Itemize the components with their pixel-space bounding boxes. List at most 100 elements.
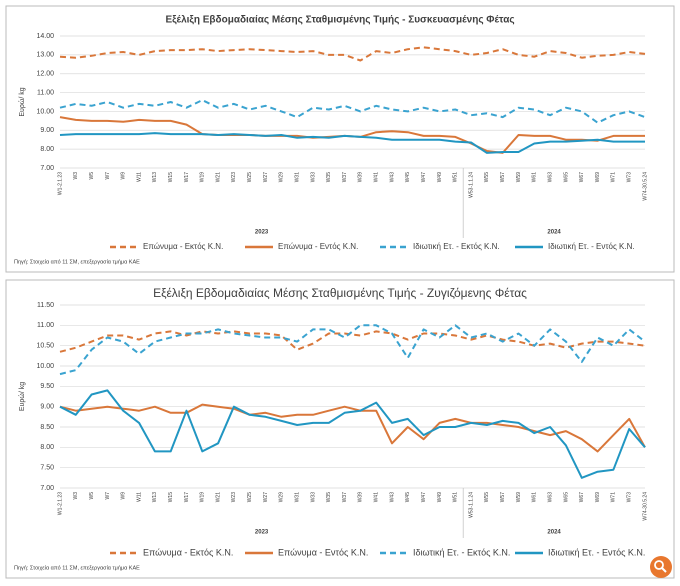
x-tick-label: W65 (563, 492, 569, 503)
x-tick-label: W29 (279, 172, 285, 183)
legend-label: Επώνυμα - Εκτός Κ.Ν. (143, 547, 233, 557)
x-tick-label: W23 (231, 172, 237, 183)
x-tick-label: W61 (532, 492, 538, 503)
x-tick-label: W53-1.1.24 (468, 172, 474, 198)
series-line (59, 132, 645, 154)
x-tick-label: W33 (310, 172, 316, 183)
x-tick-label: W33 (310, 492, 316, 503)
x-tick-label: W71 (611, 492, 617, 503)
legend-label: Επώνυμα - Εκτός Κ.Ν. (143, 242, 223, 251)
x-tick-label: W9 (121, 492, 127, 500)
y-tick-label: 9.00 (40, 404, 54, 411)
legend-label: Ιδιωτική Ετ. - Εντός Κ.Ν. (548, 547, 645, 557)
x-tick-label: W59 (516, 172, 522, 183)
y-tick-label: 10.50 (36, 343, 54, 350)
x-tick-label: W45 (405, 492, 411, 503)
x-tick-label: W15 (168, 492, 174, 503)
x-tick-label: W5 (89, 492, 95, 500)
x-tick-label: W21 (215, 172, 221, 183)
x-tick-label: W41 (374, 492, 380, 503)
x-tick-label: W73 (627, 492, 633, 503)
y-tick-label: 11.50 (37, 302, 54, 309)
x-tick-label: W59 (516, 492, 522, 503)
x-tick-label: W23 (231, 492, 237, 503)
x-tick-label: W69 (595, 492, 601, 503)
zoom-button[interactable] (650, 556, 672, 578)
x-tick-label: W13 (152, 492, 158, 503)
x-tick-label: W57 (500, 492, 506, 503)
y-tick-label: 7.00 (40, 165, 54, 172)
x-tick-label: W63 (547, 172, 553, 183)
x-tick-label: W67 (579, 492, 585, 503)
y-tick-label: 10.00 (36, 108, 54, 115)
x-tick-label: W9 (121, 172, 127, 180)
x-tick-label: W5 (89, 172, 95, 180)
x-tick-label: W49 (437, 172, 443, 183)
x-tick-label: W31 (294, 492, 300, 503)
x-tick-label: W35 (326, 492, 332, 503)
series-line (59, 330, 646, 353)
x-tick-label: W11 (136, 492, 142, 502)
zoom-icon (661, 567, 667, 573)
year-label: 2023 (255, 230, 269, 236)
y-tick-label: 9.00 (40, 127, 54, 134)
x-tick-label: W25 (247, 172, 253, 183)
x-tick-label: W35 (326, 172, 332, 183)
x-tick-label: W19 (200, 492, 206, 503)
x-tick-label: W67 (579, 172, 585, 183)
legend-label: Ιδιωτική Ετ. - Εκτός Κ.Ν. (413, 242, 500, 251)
x-tick-label: W25 (247, 492, 253, 503)
y-tick-label: 12.00 (36, 71, 54, 78)
y-tick-label: 7.50 (40, 465, 54, 472)
x-tick-label: W1-2.1.23 (57, 172, 63, 195)
legend-label: Επώνυμα - Εντός Κ.Ν. (278, 242, 358, 251)
x-tick-label: W71 (611, 172, 617, 183)
x-tick-label: W49 (437, 492, 443, 503)
y-tick-label: 11.00 (37, 89, 54, 96)
x-tick-label: W27 (263, 492, 269, 503)
x-tick-label: W63 (547, 492, 553, 503)
x-tick-label: W65 (563, 172, 569, 183)
source-note: Πηγή: Στοιχεία από 11 ΣΜ, επεξεργασία τμ… (14, 564, 140, 571)
x-tick-label: W3 (73, 492, 79, 500)
x-tick-label: W43 (389, 492, 395, 503)
x-tick-label: W31 (294, 172, 300, 183)
x-tick-label: W74-30.5.24 (642, 492, 648, 521)
y-tick-label: 9.50 (40, 383, 54, 390)
x-tick-label: W47 (421, 492, 427, 503)
y-tick-label: 11.00 (37, 322, 54, 329)
chart-title: Εξέλιξη Εβδομαδιαίας Μέσης Σταθμισμένης … (153, 286, 527, 300)
legend-label: Επώνυμα - Εντός Κ.Ν. (278, 547, 368, 557)
x-tick-label: W29 (279, 492, 285, 503)
legend-label: Ιδιωτική Ετ. - Εκτός Κ.Ν. (413, 547, 510, 557)
zoom-icon (654, 560, 664, 570)
x-tick-label: W1-2.1.23 (57, 492, 63, 515)
series-line (59, 403, 646, 453)
x-tick-label: W19 (200, 172, 206, 183)
series-line (59, 99, 646, 124)
x-tick-label: W39 (358, 492, 364, 503)
x-tick-label: W17 (184, 492, 190, 503)
x-tick-label: W27 (263, 172, 269, 183)
year-label: 2023 (255, 530, 269, 536)
x-tick-label: W21 (215, 492, 221, 503)
x-tick-label: W55 (484, 492, 490, 503)
y-tick-label: 7.00 (40, 485, 54, 492)
y-tick-label: 8.50 (40, 424, 54, 431)
x-tick-label: W45 (405, 172, 411, 183)
x-tick-label: W69 (595, 172, 601, 183)
series-line (59, 389, 646, 479)
x-tick-label: W47 (421, 172, 427, 183)
x-tick-label: W7 (105, 492, 111, 500)
x-tick-label: W51 (453, 172, 459, 183)
series-line (59, 324, 646, 376)
year-label: 2024 (547, 530, 561, 536)
y-tick-label: 13.00 (36, 52, 54, 59)
x-tick-label: W51 (453, 492, 459, 503)
y-tick-label: 8.00 (40, 146, 54, 153)
x-tick-label: W37 (342, 492, 348, 503)
x-tick-label: W55 (484, 172, 490, 183)
y-axis-label: Ευρώ/ kg (18, 382, 26, 411)
x-tick-label: W37 (342, 172, 348, 183)
